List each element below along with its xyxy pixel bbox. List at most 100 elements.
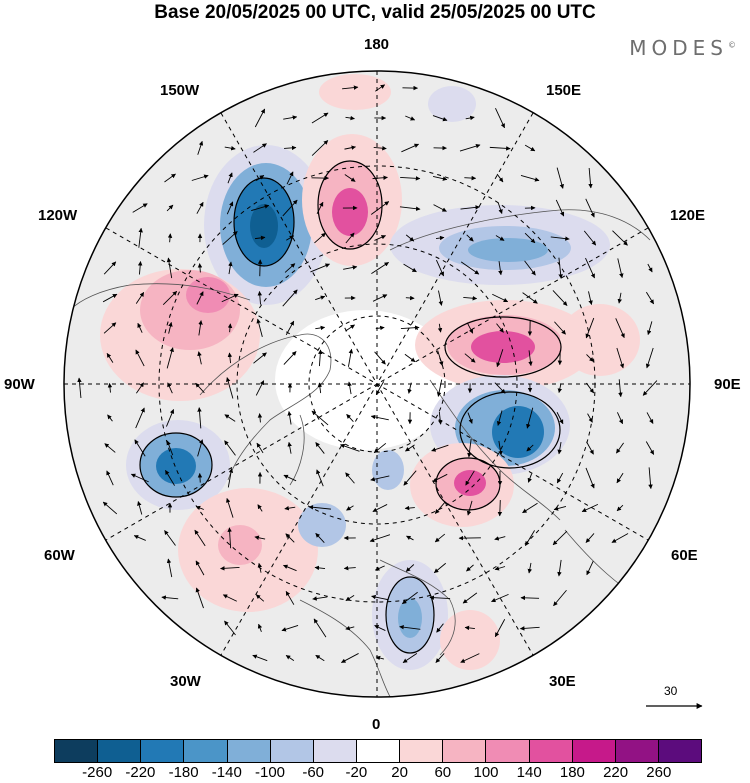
wind-arrow	[107, 382, 113, 393]
wind-arrow	[553, 506, 567, 511]
wind-arrow	[197, 472, 203, 483]
wind-arrow	[524, 144, 536, 152]
coastlines	[69, 209, 661, 697]
wind-arrow	[554, 321, 566, 335]
wind-arrow	[553, 589, 567, 607]
wind-arrow	[167, 233, 173, 243]
wind-arrow	[648, 467, 653, 490]
wind-arrow	[373, 145, 387, 151]
colorbar-tick-label: -180	[168, 764, 199, 781]
wind-arrow	[310, 263, 330, 273]
wind-arrow	[132, 203, 148, 213]
wind-arrow	[315, 442, 325, 454]
wind-arrow	[197, 140, 204, 155]
wind-arrow	[107, 414, 113, 422]
colorbar-tick-label: 140	[516, 764, 542, 781]
wind-arrow	[552, 530, 568, 546]
wind-arrow	[221, 293, 239, 303]
colorbar-swatch	[486, 740, 530, 762]
wind-arrow	[134, 439, 146, 457]
lon-label-180: 180	[364, 36, 390, 53]
wind-arrow	[617, 258, 624, 278]
wind-arrow	[527, 473, 533, 483]
wind-arrow	[467, 412, 473, 424]
wind-arrow	[585, 198, 595, 218]
wind-arrow	[254, 535, 266, 540]
wind-arrow	[433, 562, 447, 574]
wind-arrow	[164, 173, 176, 183]
wind-arrow	[283, 564, 297, 572]
colorbar-swatch	[184, 740, 228, 762]
wind-arrow	[166, 440, 174, 456]
wind-arrow	[405, 295, 415, 301]
wind-arrow	[612, 230, 628, 246]
wind-arrow	[252, 654, 268, 662]
wind-arrow	[587, 413, 593, 423]
wind-arrow	[520, 595, 540, 601]
wind-arrow	[618, 379, 623, 398]
wind-arrow	[253, 143, 267, 153]
lon-label-150e: 150E	[546, 82, 582, 99]
lon-label-90w: 90W	[4, 376, 35, 393]
wind-arrow	[585, 382, 595, 394]
map-title: Base 20/05/2025 00 UTC, valid 25/05/2025…	[154, 2, 596, 23]
colorbar-tick-label: 180	[559, 764, 585, 781]
wind-arrow	[227, 527, 232, 549]
wind-arrow	[256, 442, 264, 454]
wind-arrow	[254, 235, 266, 241]
wind-arrow	[345, 594, 355, 602]
wind-arrow	[435, 259, 445, 277]
wind-arrow	[283, 115, 298, 120]
wind-arrow	[256, 318, 263, 338]
wind-arrow	[404, 505, 415, 511]
wind-arrow	[581, 503, 599, 513]
wind-arrow	[497, 202, 503, 214]
wind-arrow	[315, 325, 326, 331]
colorbar-tick-label: -140	[211, 764, 242, 781]
wind-arrow	[586, 354, 594, 362]
wind-arrow	[371, 261, 389, 275]
colorbar-swatch	[98, 740, 142, 762]
wind-arrow	[224, 146, 236, 151]
colorbar-swatch	[356, 740, 401, 762]
wind-arrow	[465, 470, 475, 486]
wind-arrow	[616, 347, 625, 369]
wind-arrow	[373, 442, 387, 454]
wind-arrow	[257, 504, 263, 512]
wind-arrow	[556, 472, 564, 484]
wind-arrow	[460, 205, 480, 210]
wind-arrow	[497, 500, 503, 517]
wind-arrow	[557, 442, 562, 455]
wind-arrow	[526, 407, 534, 429]
wind-arrow	[611, 533, 629, 543]
wind-arrow	[370, 475, 390, 482]
wind-arrow	[345, 232, 355, 244]
wind-arrow	[585, 317, 595, 339]
wind-arrow	[103, 322, 117, 334]
wind-arrow	[343, 565, 356, 571]
lon-label-90e: 90E	[714, 376, 741, 393]
wind-arrow	[552, 290, 568, 306]
wind-arrow	[434, 533, 446, 543]
wind-arrow	[191, 174, 209, 181]
wind-arrow	[459, 143, 481, 152]
wind-arrow	[495, 108, 505, 129]
wind-arrow	[228, 261, 233, 275]
colorbar-swatch	[443, 740, 487, 762]
brand-text: MODES	[629, 36, 728, 60]
lon-label-30w: 30W	[170, 673, 201, 690]
wind-arrow	[195, 587, 204, 609]
wind-arrow	[287, 411, 292, 425]
wind-arrow	[616, 472, 624, 484]
wind-arrow	[432, 115, 448, 122]
wind-arrow	[283, 474, 297, 482]
lon-label-150w: 150W	[160, 82, 200, 99]
wind-arrow	[345, 625, 355, 631]
wind-arrow	[646, 412, 654, 424]
wind-arrow	[226, 201, 234, 215]
wind-arrow	[222, 231, 238, 245]
colorbar-tick-label: 20	[391, 764, 408, 781]
wind-arrow	[460, 653, 480, 663]
wind-arrow	[227, 352, 233, 364]
wind-arrow	[465, 115, 475, 121]
